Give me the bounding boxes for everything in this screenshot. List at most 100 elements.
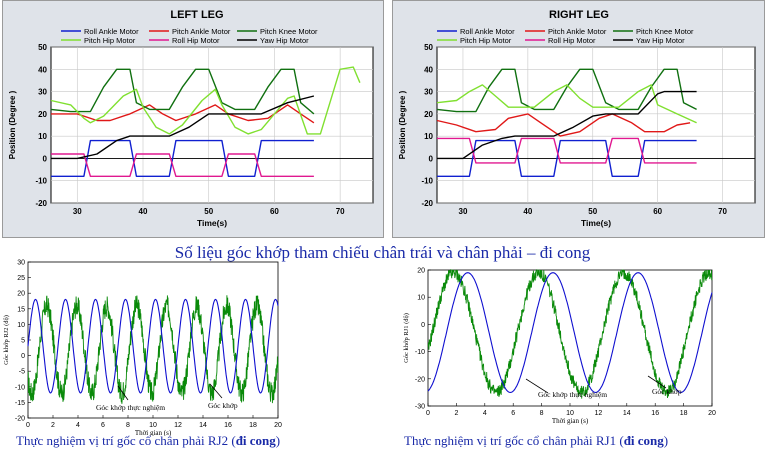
y-axis-label: Position (Degree ) — [8, 90, 17, 159]
chart-title: LEFT LEG — [170, 9, 223, 21]
series-pitch-ankle-motor — [436, 113, 691, 137]
y-tick-label: -10 — [15, 384, 25, 391]
plot-area — [50, 46, 374, 204]
y-tick-label: 40 — [38, 65, 47, 74]
left-leg-panel: LEFT LEG Roll Ankle Motor Pitch Ankle Moto… — [2, 0, 384, 238]
legend-label: Pitch Knee Motor — [260, 27, 318, 36]
y-tick-label: -30 — [415, 404, 425, 411]
y-tick-label: -20 — [415, 376, 425, 383]
chart-title: RIGHT LEG — [549, 9, 609, 21]
x-axis-label: Time(s) — [197, 218, 227, 228]
y-tick-label: 0 — [43, 154, 48, 163]
y-tick-label: 50 — [424, 43, 433, 52]
rj2-chart: -20 -15 -10 -5 0 5 10 15 20 25 30 0 2 4 6 8 10 12 14 16 18 20… — [3, 260, 282, 437]
annotation-arrow — [525, 378, 549, 394]
y-tick-label: 10 — [424, 132, 433, 141]
annotation-label: Góc khớp thực nghiệm — [96, 403, 165, 412]
y-tick-label: 30 — [38, 88, 47, 97]
series-pitch-ankle-motor — [51, 104, 315, 124]
annotation-arrow — [209, 383, 223, 399]
x-tick-label: 70 — [718, 207, 727, 216]
y-tick-label: 20 — [417, 268, 425, 275]
y-tick-label: -20 — [15, 416, 25, 423]
y-tick-label: 10 — [38, 132, 47, 141]
y-tick-label: 50 — [38, 43, 47, 52]
x-tick-label: 6 — [511, 410, 515, 417]
x-tick-label: 14 — [199, 422, 207, 429]
y-tick-label: 20 — [424, 110, 433, 119]
y-tick-label: 5 — [21, 338, 25, 345]
annotation-label: Góc khớp — [208, 401, 238, 410]
annotation-arrow — [117, 385, 129, 401]
y-axis-label: Góc khớp RJ1 (độ) — [403, 313, 410, 363]
legend-label: Pitch Ankle Motor — [548, 27, 607, 36]
series-roll-ankle-motor — [51, 139, 314, 178]
y-tick-label: -15 — [15, 400, 25, 407]
series-roll-hip-motor — [51, 153, 314, 178]
y-tick-label: -10 — [421, 177, 433, 186]
x-tick-label: 40 — [139, 207, 148, 216]
y-tick-label: 20 — [38, 110, 47, 119]
y-tick-label: -10 — [35, 177, 47, 186]
series-experiment — [27, 295, 279, 404]
rj2-caption: Thực nghiệm vị trí gốc cổ chân phải RJ2 … — [16, 433, 281, 448]
series-reference — [27, 298, 279, 394]
x-tick-label: 0 — [426, 410, 430, 417]
legend-label: Pitch Ankle Motor — [172, 27, 231, 36]
series-yaw-hip-motor — [51, 95, 315, 160]
x-axis-label: Thời gian (s) — [135, 429, 172, 436]
legend-label: Roll Hip Motor — [172, 36, 220, 45]
x-axis-label: Time(s) — [581, 218, 611, 228]
y-tick-label: 0 — [421, 322, 425, 329]
x-tick-label: 20 — [274, 422, 282, 429]
x-tick-label: 2 — [51, 422, 55, 429]
annotation-label: Góc khớp thực nghiệm — [538, 390, 607, 399]
y-tick-label: -20 — [421, 199, 433, 208]
series-pitch-knee-motor — [436, 68, 697, 113]
x-tick-label: 0 — [26, 422, 30, 429]
x-tick-label: 8 — [126, 422, 130, 429]
y-tick-label: 20 — [17, 291, 25, 298]
legend-label: Pitch Hip Motor — [460, 36, 512, 45]
legend-label: Roll Ankle Motor — [84, 27, 139, 36]
legend-label: Yaw Hip Motor — [636, 36, 685, 45]
rj1-plot: -30 -20 -10 0 10 20 0 2 4 6 8 10 12 14 16 18 20 Góc khớp … — [398, 266, 728, 436]
legend-label: Roll Hip Motor — [548, 36, 596, 45]
x-tick-label: 70 — [336, 207, 345, 216]
series-roll-hip-motor — [437, 137, 697, 164]
series-yaw-hip-motor — [437, 90, 697, 160]
x-tick-label: 18 — [249, 422, 257, 429]
x-axis-label: Thời gian (s) — [552, 417, 589, 425]
x-tick-label: 2 — [454, 410, 458, 417]
x-tick-label: 60 — [653, 207, 662, 216]
y-axis-label: Góc khớp RJ2 (độ) — [3, 315, 10, 365]
x-tick-label: 60 — [270, 207, 279, 216]
series-experiment — [427, 268, 713, 399]
y-tick-label: 15 — [17, 306, 25, 313]
x-tick-label: 20 — [708, 410, 716, 417]
y-tick-label: 40 — [424, 65, 433, 74]
annotation-arrow — [647, 375, 667, 389]
x-tick-label: 6 — [101, 422, 105, 429]
x-tick-label: 18 — [680, 410, 688, 417]
left-leg-chart: LEFT LEG Roll Ankle Motor Pitch Ankle Moto… — [8, 9, 374, 228]
right-leg-panel: RIGHT LEG Roll Ankle Motor Pitch Ankle Mot… — [392, 0, 765, 238]
y-tick-label: 10 — [417, 295, 425, 302]
x-tick-label: 40 — [523, 207, 532, 216]
legend-label: Pitch Knee Motor — [636, 27, 694, 36]
y-tick-label: 30 — [17, 260, 25, 267]
x-tick-label: 10 — [566, 410, 574, 417]
y-tick-label: -20 — [35, 199, 47, 208]
plot-area — [436, 46, 756, 204]
y-tick-label: 0 — [21, 353, 25, 360]
main-caption: Số liệu góc khớp tham chiếu chân trái và… — [174, 243, 591, 262]
y-tick-label: -10 — [415, 349, 425, 356]
x-tick-label: 30 — [73, 207, 82, 216]
x-tick-label: 12 — [174, 422, 182, 429]
y-tick-label: 30 — [424, 88, 433, 97]
legend-label: Pitch Hip Motor — [84, 36, 136, 45]
x-tick-label: 14 — [623, 410, 631, 417]
annotation-label: Góc khớp — [652, 387, 682, 396]
x-tick-label: 10 — [149, 422, 157, 429]
x-tick-label: 30 — [459, 207, 468, 216]
